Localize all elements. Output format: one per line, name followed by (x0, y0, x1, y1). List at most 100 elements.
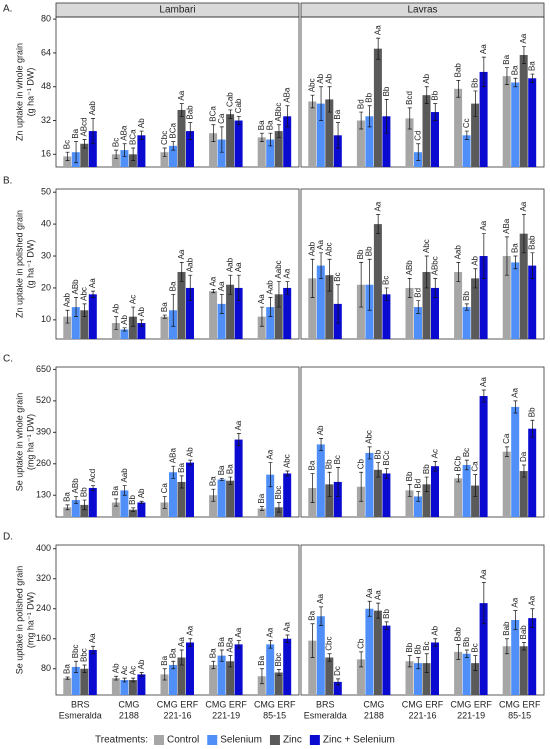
y-tick-label: 400 (36, 543, 51, 553)
value-label: Ab (316, 73, 325, 83)
y-axis-label: Zn uptake in whole grain (14, 43, 24, 141)
bar (333, 135, 342, 167)
value-label: Aa (511, 388, 520, 398)
bar (128, 509, 137, 517)
error-bar (171, 293, 176, 327)
value-label: Ac (128, 295, 137, 304)
y-tick-label: 30 (41, 250, 51, 260)
error-bar (310, 473, 315, 503)
bar (234, 287, 243, 339)
error-bar (228, 109, 233, 119)
bar (88, 131, 97, 167)
error-bar (114, 149, 119, 159)
error-bar (481, 56, 486, 88)
error-bar (367, 258, 372, 311)
error-bar (211, 289, 216, 294)
error-bar (259, 132, 264, 142)
value-label: Bab (502, 621, 511, 636)
row-label: C. (3, 354, 13, 365)
bar (209, 665, 218, 695)
value-label: Ab (120, 314, 129, 324)
error-bar (521, 214, 526, 254)
y-tick-label: 390 (36, 427, 51, 437)
bar (257, 316, 266, 339)
y-tick-label: 650 (36, 364, 51, 374)
error-bar (530, 419, 535, 438)
bar (431, 112, 439, 167)
bar (80, 143, 89, 167)
value-label: Ba (217, 465, 226, 475)
bar (373, 469, 382, 517)
error-bar (473, 90, 478, 117)
error-bar (513, 77, 518, 88)
x-tick-label: CMG ERF (450, 699, 492, 709)
value-label: Ba (308, 610, 317, 620)
bar (325, 484, 334, 517)
x-tick-label: CMG ERF (157, 699, 199, 709)
error-bar (139, 130, 144, 140)
error-bar (236, 433, 241, 446)
bar (217, 479, 226, 517)
bar (502, 76, 511, 167)
value-label: Bbc (80, 648, 89, 662)
value-label: Ab (470, 255, 479, 265)
error-bar (65, 504, 70, 511)
error-bar (521, 464, 526, 478)
value-label: Aa (257, 294, 266, 304)
value-label: Bc (470, 643, 479, 652)
value-label: Aa (177, 249, 186, 259)
error-bar (327, 258, 332, 292)
bar (120, 490, 129, 517)
bar (283, 638, 292, 695)
bar (373, 224, 382, 339)
bar (177, 657, 186, 695)
bar (528, 78, 537, 167)
bar (462, 653, 471, 695)
value-label: Aa (365, 588, 374, 598)
value-label: Ba (217, 637, 226, 647)
value-label: Ba (63, 492, 72, 502)
bar (209, 291, 218, 339)
value-label: ABa (283, 87, 292, 103)
value-label: Ba (257, 493, 266, 503)
bar (471, 485, 480, 517)
error-bar (162, 496, 167, 509)
value-label: Ab (316, 425, 325, 435)
value-label: Ac (120, 666, 129, 675)
bar (414, 307, 422, 339)
bar (234, 120, 243, 167)
row-label: A. (3, 4, 12, 15)
x-tick-label: 85-15 (263, 710, 286, 720)
value-label: Cbc (160, 131, 169, 145)
value-label: Bb (470, 78, 479, 88)
value-label: Bab (453, 627, 462, 642)
value-label: Bb (422, 464, 431, 474)
error-bar (433, 461, 438, 472)
error-bar (456, 644, 461, 660)
bar (308, 101, 317, 167)
value-label: Ba (502, 54, 511, 64)
error-bar (336, 678, 341, 686)
value-label: Bb (430, 90, 439, 100)
error-bar (473, 268, 478, 289)
bar (373, 48, 382, 167)
bar (462, 464, 471, 517)
facet-label: Lambari (159, 5, 195, 16)
error-bar (228, 476, 233, 485)
y-tick-label: 48 (41, 81, 51, 91)
bar (382, 116, 391, 167)
value-label: Bb (462, 291, 471, 301)
value-label: ABb (405, 260, 414, 276)
y-axis-label: (mg ha⁻¹ DW) (25, 592, 35, 648)
error-bar (171, 660, 176, 670)
error-bar (336, 467, 341, 497)
bar (316, 616, 325, 695)
value-label: Ba (333, 109, 342, 119)
error-bar (82, 499, 87, 511)
row-label: D. (3, 532, 13, 543)
bar (63, 507, 72, 517)
error-bar (407, 483, 412, 497)
bar (422, 95, 431, 167)
value-label: Cab (225, 92, 234, 107)
value-label: Bd (356, 99, 365, 109)
